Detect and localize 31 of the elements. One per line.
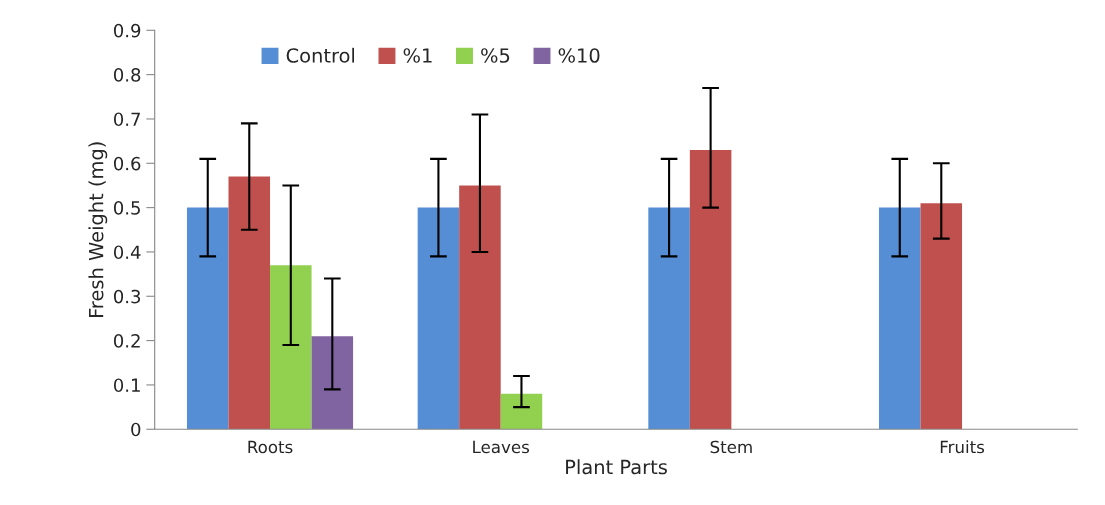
bar	[920, 203, 963, 430]
y-tick-label: 0.9	[113, 23, 141, 38]
bar	[311, 336, 354, 430]
bar	[879, 207, 921, 430]
y-tick-label: 0.3	[113, 289, 141, 304]
bar	[417, 207, 460, 430]
y-tick-label: 0	[131, 422, 141, 437]
legend-label: %10	[558, 48, 600, 63]
bar	[459, 185, 501, 430]
x-tick-label: Leaves	[473, 440, 530, 454]
y-tick-label: 0.1	[113, 378, 140, 393]
y-tick-label: 0.4	[113, 245, 141, 260]
x-tick-label: Stem	[710, 440, 752, 454]
legend-label: Control	[286, 47, 355, 63]
y-axis-title: Fresh Weight (mg)	[88, 142, 108, 318]
bar	[228, 176, 271, 430]
y-tick-label: 0.2	[113, 334, 140, 348]
legend-label: %1	[403, 48, 432, 63]
y-tick-label: 0.8	[113, 68, 141, 82]
bar	[689, 149, 732, 430]
x-tick-label: Fruits	[940, 440, 985, 454]
legend-label: %5	[481, 48, 510, 63]
y-tick-label: 0.7	[113, 112, 140, 127]
x-tick-label: Roots	[248, 440, 293, 454]
x-axis-title: Plant Parts	[566, 459, 667, 475]
bar	[270, 265, 312, 430]
bar	[500, 393, 543, 430]
y-tick-label: 0.6	[113, 156, 141, 171]
bar	[648, 207, 690, 430]
bar	[186, 207, 229, 430]
y-tick-label: 0.5	[113, 201, 140, 215]
